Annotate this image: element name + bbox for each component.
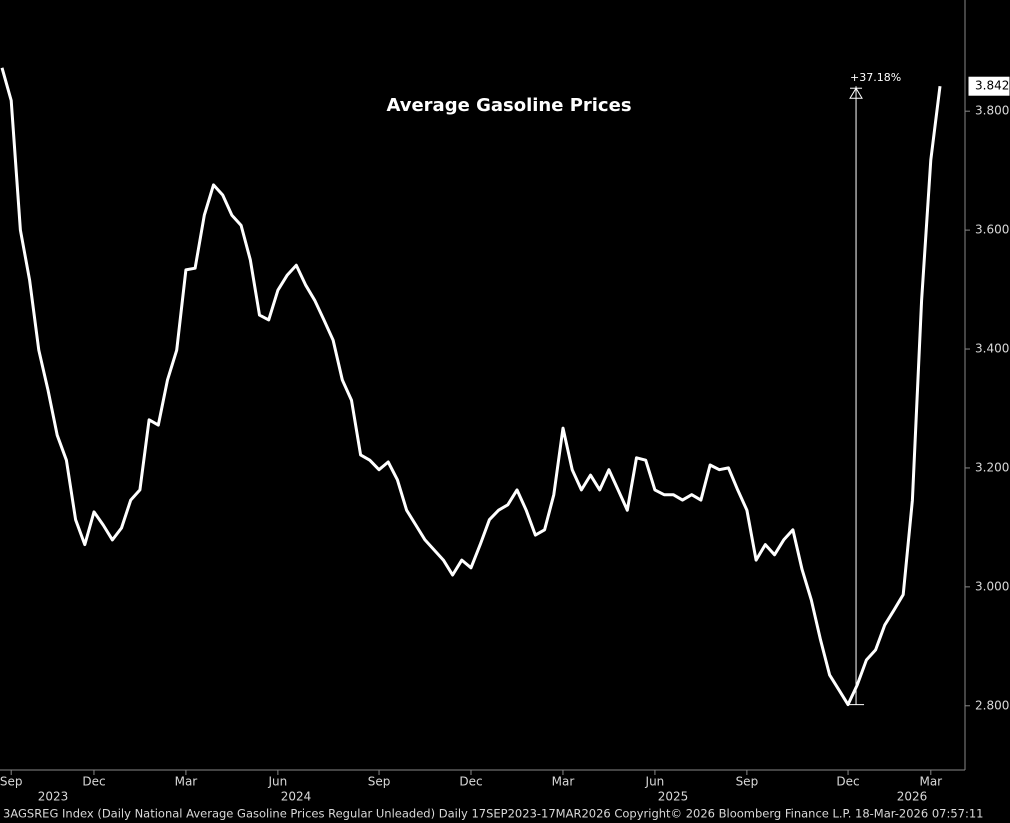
x-tick-label: Jun [268,775,288,789]
price-line [0,67,942,707]
year-label: 2025 [658,790,689,804]
last-value-box [968,76,1010,96]
x-tick-label: Sep [368,775,391,789]
y-tick-label: 3.600 [975,223,1009,237]
x-tick-label: Dec [459,775,482,789]
y-tick-label: 3.000 [975,579,1009,593]
change-label: +37.18% [850,71,901,84]
x-tick-label: Mar [175,775,198,789]
last-value-label: 3.842 [975,79,1009,93]
chart-title: Average Gasoline Prices [386,95,631,116]
y-tick-label: 3.800 [975,104,1009,118]
x-tick-label: Dec [836,775,859,789]
footer: 3AGSREG Index (Daily National Average Ga… [3,807,983,821]
x-tick-label: Sep [736,775,759,789]
x-tick-label: Mar [919,775,942,789]
year-label: 2023 [38,790,69,804]
x-tick-label: Jun [645,775,665,789]
y-tick-label: 2.800 [975,698,1009,712]
y-tick-label: 3.400 [975,342,1009,356]
y-tick-label: 3.200 [975,460,1009,474]
x-tick-label: Dec [82,775,105,789]
year-label: 2024 [281,790,312,804]
arrow-head [849,87,863,99]
x-tick-label: Mar [552,775,575,789]
x-tick-label: Sep [0,775,23,789]
year-label: 2026 [897,790,928,804]
